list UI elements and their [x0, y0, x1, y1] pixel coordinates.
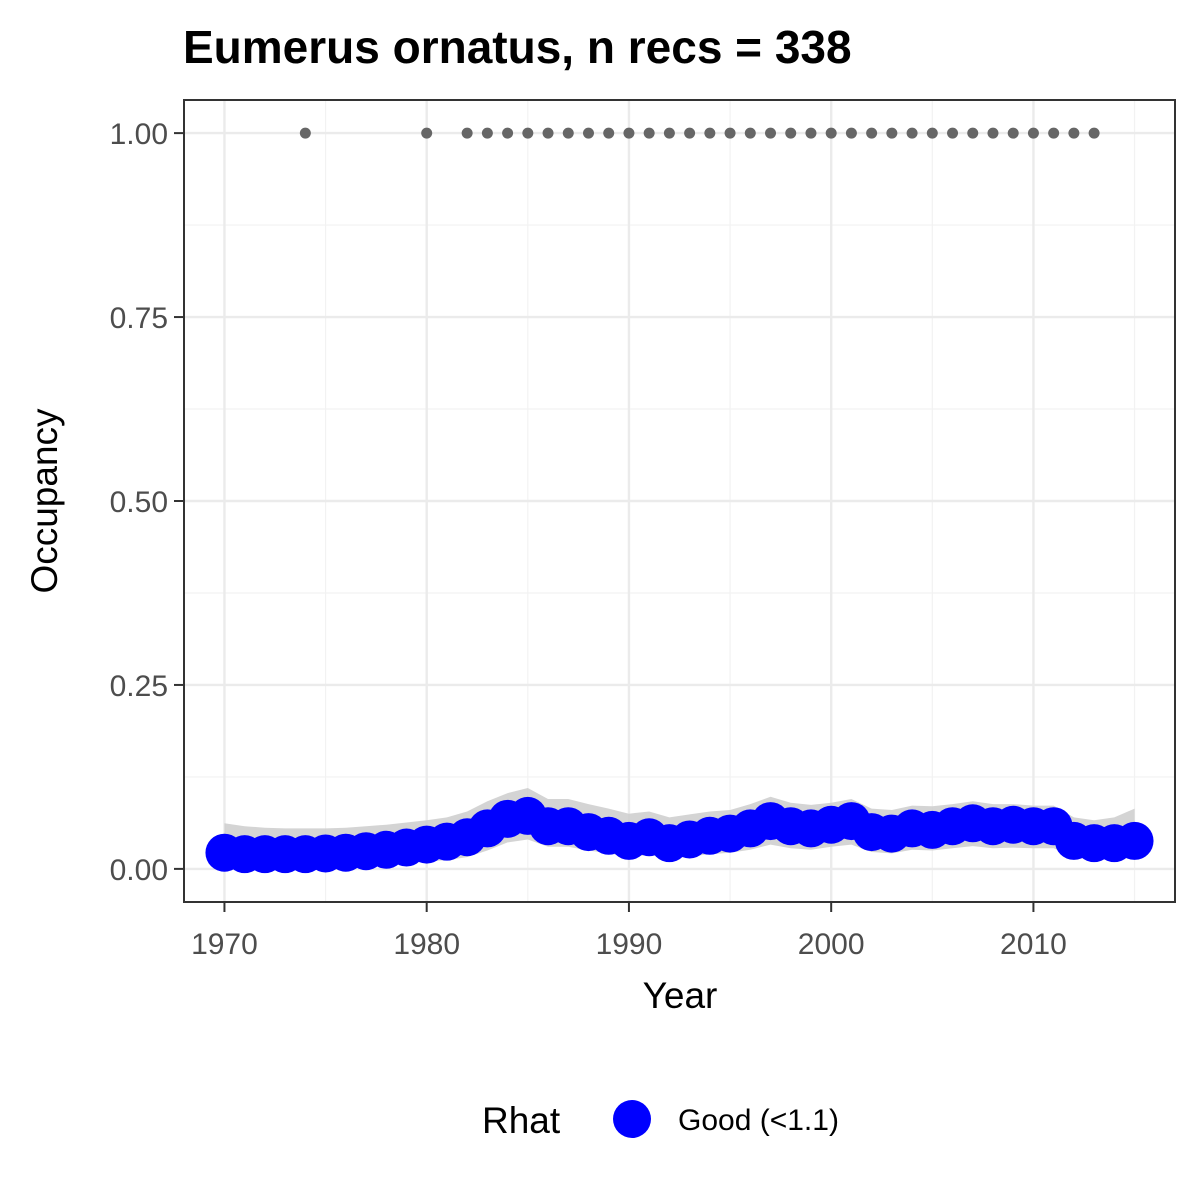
recorded-year-point	[704, 127, 716, 139]
recorded-year-point	[1048, 127, 1060, 139]
y-tick-label: 1.00	[110, 118, 168, 151]
recorded-year-point	[825, 127, 837, 139]
x-axis-ticks: 1970 1980 1990 2000 2010	[191, 902, 1067, 961]
legend-key-good	[613, 1100, 651, 1138]
chart-title: Eumerus ornatus, n recs = 338	[183, 21, 852, 73]
recorded-year-point	[623, 127, 635, 139]
legend-label-good: Good (<1.1)	[678, 1104, 839, 1137]
recorded-year-point	[461, 127, 473, 139]
recorded-year-point	[886, 127, 898, 139]
recorded-year-point	[502, 127, 514, 139]
recorded-year-point	[684, 127, 696, 139]
y-tick-label: 0.50	[110, 486, 168, 519]
recorded-year-point	[542, 127, 554, 139]
recorded-year-point	[947, 127, 959, 139]
recorded-year-point	[866, 127, 878, 139]
recorded-year-point	[1007, 127, 1019, 139]
legend: Rhat Good (<1.1)	[482, 1100, 839, 1141]
x-axis-title: Year	[643, 975, 718, 1016]
x-tick-label: 2000	[798, 928, 865, 961]
recorded-year-point	[603, 127, 615, 139]
recorded-year-point	[481, 127, 493, 139]
y-axis-ticks: 0.00 0.25 0.50 0.75 1.00	[110, 118, 184, 887]
x-tick-label: 1980	[393, 928, 460, 961]
recorded-year-point	[663, 127, 675, 139]
recorded-year-point	[299, 127, 311, 139]
x-tick-label: 1970	[191, 928, 258, 961]
recorded-year-point	[1068, 127, 1080, 139]
occupancy-estimate-points	[205, 796, 1154, 874]
recorded-years-points	[299, 127, 1100, 139]
recorded-year-point	[522, 127, 534, 139]
recorded-year-point	[785, 127, 797, 139]
recorded-year-point	[582, 127, 594, 139]
legend-title: Rhat	[482, 1100, 561, 1141]
recorded-year-point	[1027, 127, 1039, 139]
y-tick-label: 0.75	[110, 302, 168, 335]
recorded-year-point	[765, 127, 777, 139]
recorded-year-point	[744, 127, 756, 139]
y-tick-label: 0.25	[110, 670, 168, 703]
occupancy-estimate-point	[1115, 821, 1154, 860]
x-tick-label: 2010	[1000, 928, 1067, 961]
recorded-year-point	[643, 127, 655, 139]
recorded-year-point	[906, 127, 918, 139]
x-tick-label: 1990	[596, 928, 663, 961]
recorded-year-point	[987, 127, 999, 139]
recorded-year-point	[805, 127, 817, 139]
recorded-year-point	[967, 127, 979, 139]
recorded-year-point	[421, 127, 433, 139]
y-tick-label: 0.00	[110, 854, 168, 887]
recorded-year-point	[562, 127, 574, 139]
recorded-year-point	[724, 127, 736, 139]
recorded-year-point	[926, 127, 938, 139]
y-axis-title: Occupancy	[24, 408, 65, 594]
recorded-year-point	[845, 127, 857, 139]
recorded-year-point	[1088, 127, 1100, 139]
